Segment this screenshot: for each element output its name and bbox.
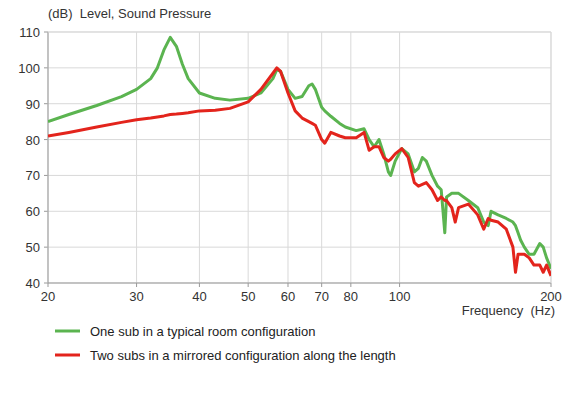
x-axis <box>48 283 551 284</box>
y-tick <box>44 283 48 284</box>
y-tick-label: 90 <box>26 97 40 112</box>
x-grid <box>48 32 49 283</box>
x-tick <box>551 283 552 287</box>
legend-label: One sub in a typical room configuration <box>90 324 315 339</box>
x-tick <box>248 283 249 287</box>
y-tick <box>44 211 48 212</box>
x-grid <box>199 32 200 283</box>
x-tick-label: 40 <box>192 289 206 304</box>
legend-label: Two subs in a mirrored configuration alo… <box>90 348 396 363</box>
grid <box>44 32 551 287</box>
y-tick-label: 100 <box>18 61 40 76</box>
x-grid <box>287 32 288 283</box>
x-grid <box>248 32 249 283</box>
y-grid <box>48 283 551 284</box>
x-tick <box>136 283 137 287</box>
y-tick-label: 40 <box>26 276 40 291</box>
y-tick-label: 50 <box>26 240 40 255</box>
x-grid <box>350 32 351 283</box>
x-grid <box>551 32 552 283</box>
x-tick <box>350 283 351 287</box>
y-tick-label: 70 <box>26 168 40 183</box>
series-line <box>48 37 551 268</box>
y-grid <box>48 67 551 68</box>
y-tick <box>44 247 48 248</box>
y-grid <box>48 103 551 104</box>
chart: 40 50 60 70 80 90 100 110 20 30 40 50 60 70 80 100 200 (d… <box>0 0 575 395</box>
x-tick-label: 80 <box>344 289 358 304</box>
x-tick-label: 100 <box>389 289 411 304</box>
x-tick <box>199 283 200 287</box>
y-tick <box>44 175 48 176</box>
y-tick <box>44 67 48 68</box>
plot-frame <box>551 32 552 283</box>
x-tick-label: 60 <box>281 289 295 304</box>
x-tick-label: 50 <box>241 289 255 304</box>
x-tick <box>321 283 322 287</box>
x-tick <box>287 283 288 287</box>
x-grid <box>321 32 322 283</box>
x-tick <box>399 283 400 287</box>
x-axis-label: Frequency (Hz) <box>462 303 555 318</box>
x-tick-label: 70 <box>314 289 328 304</box>
y-grid <box>48 247 551 248</box>
x-tick-label: 30 <box>129 289 143 304</box>
plot-frame <box>48 32 551 33</box>
y-tick-label: 110 <box>19 25 40 40</box>
title: (dB) Level, Sound Pressure <box>48 6 211 21</box>
legend-swatch <box>55 354 80 357</box>
y-tick <box>44 139 48 140</box>
plot-area <box>48 37 551 275</box>
y-grid <box>48 175 551 176</box>
legend-swatch <box>55 330 80 333</box>
y-tick <box>44 32 48 33</box>
x-grid <box>136 32 137 283</box>
y-grid <box>48 32 551 33</box>
x-tick <box>48 283 49 287</box>
y-axis <box>48 32 49 283</box>
y-tick <box>44 103 48 104</box>
series-line <box>48 68 551 276</box>
x-tick-label: 20 <box>41 289 55 304</box>
y-tick-label: 60 <box>26 204 40 219</box>
x-grid <box>399 32 400 283</box>
y-tick-label: 80 <box>26 133 40 148</box>
y-grid <box>48 139 551 140</box>
legend: One sub in a typical room configuration T… <box>55 324 396 363</box>
x-tick-label: 200 <box>540 289 562 304</box>
